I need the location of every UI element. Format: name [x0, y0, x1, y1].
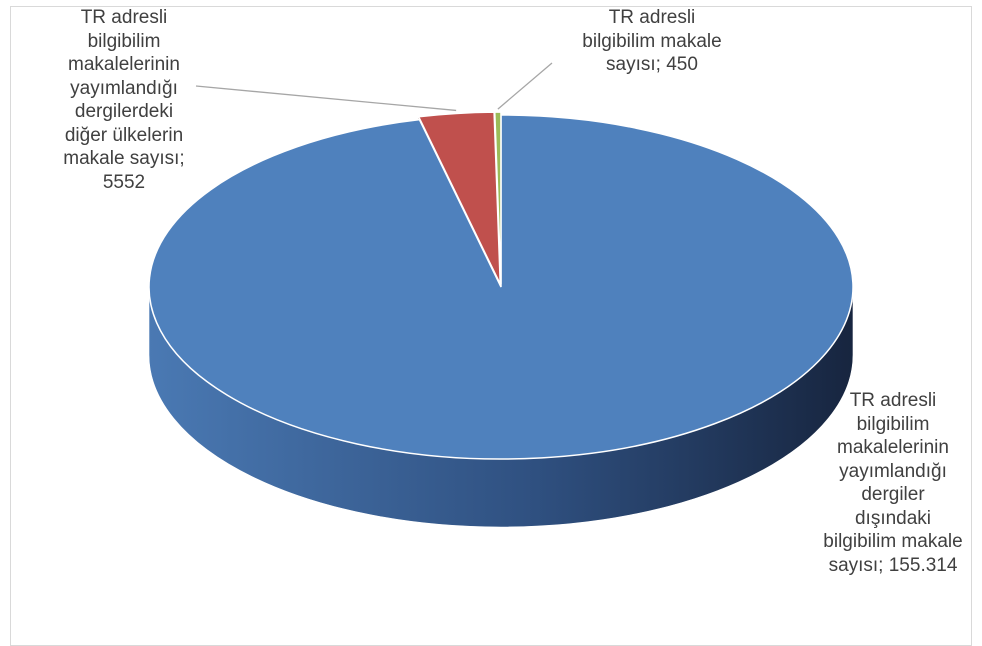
slice-label-tr-articles: TR adresli bilgibilim makale sayısı; 450 [582, 7, 722, 75]
slice-outside-journals-top [148, 114, 854, 460]
slice-label-outside-journals: TR adresli bilgibilim makalelerinin yayı… [823, 390, 963, 576]
pie-chart [148, 62, 854, 528]
slice-label-other-countries: TR adresli bilgibilim makalelerinin yayı… [63, 7, 185, 193]
slice-tr-articles-top [494, 111, 502, 285]
leader-line-other-countries [195, 85, 457, 112]
leader-line-tr-articles [497, 62, 553, 110]
